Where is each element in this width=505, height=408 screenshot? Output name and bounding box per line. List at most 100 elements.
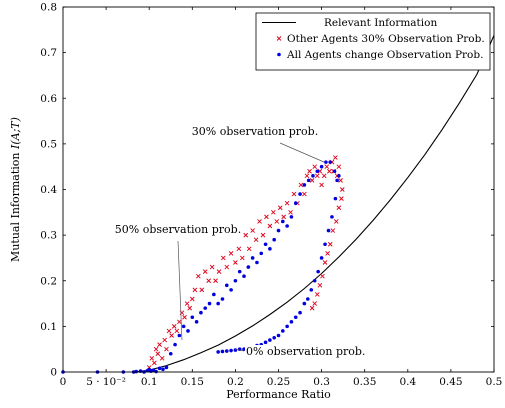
all-agents-point-40 bbox=[276, 228, 281, 233]
legend: Relevant Information Other Agents 30% Obs… bbox=[255, 12, 491, 71]
all-agents-point-19 bbox=[186, 329, 190, 333]
other-agents-point-23 bbox=[206, 278, 211, 284]
annotation-label-1: 50% observation prob. bbox=[115, 223, 241, 236]
other-agents-point-47 bbox=[291, 191, 297, 197]
other-agents-point-42 bbox=[274, 219, 280, 224]
all-agents-point-51 bbox=[324, 160, 328, 164]
all-agents-point-85 bbox=[216, 350, 220, 354]
x-tick-label-4: 0.2 bbox=[227, 376, 244, 388]
all-agents-point-26 bbox=[216, 301, 220, 306]
other-agents-point-12 bbox=[174, 328, 180, 334]
all-agents-point-17 bbox=[177, 333, 182, 338]
other-agents-point-44 bbox=[281, 214, 286, 220]
other-agents-point-24 bbox=[209, 264, 215, 270]
all-agents-point-13 bbox=[161, 367, 165, 372]
all-agents-point-25 bbox=[212, 292, 216, 297]
other-agents-point-1 bbox=[149, 355, 155, 361]
all-agents-point-43 bbox=[289, 215, 294, 219]
relevant-information-line bbox=[134, 35, 495, 373]
all-agents-point-67 bbox=[293, 315, 298, 320]
x-tick-label-10: 0.5 bbox=[486, 376, 503, 388]
other-agents-point-28 bbox=[224, 264, 230, 270]
all-agents-point-52 bbox=[328, 160, 333, 164]
other-agents-point-18 bbox=[189, 296, 195, 302]
other-agents-point-60 bbox=[327, 168, 332, 174]
all-agents-point-60 bbox=[319, 256, 324, 260]
y-tick-label-8: 0.8 bbox=[40, 2, 57, 14]
all-agents-point-24 bbox=[207, 301, 212, 306]
all-agents-point-79 bbox=[242, 347, 246, 351]
x-tick-label-7: 0.35 bbox=[353, 376, 376, 388]
x-tick-label-1: 5 · 10⁻² bbox=[86, 376, 126, 388]
legend-label-2: All Agents change Observation Prob. bbox=[286, 49, 483, 61]
all-agents-point-30 bbox=[233, 278, 238, 283]
all-agents-point-73 bbox=[268, 338, 272, 342]
all-agents-point-47 bbox=[306, 178, 311, 183]
all-agents-point-22 bbox=[199, 310, 203, 315]
other-agents-point-32 bbox=[239, 255, 245, 261]
x-tick-label-5: 0.25 bbox=[267, 376, 290, 388]
all-agents-point-27 bbox=[220, 297, 225, 301]
all-agents-point-71 bbox=[276, 333, 281, 338]
all-agents-point-68 bbox=[289, 320, 294, 324]
all-agents-point-42 bbox=[285, 224, 289, 228]
other-agents-point-65 bbox=[336, 164, 342, 170]
other-agents-point-79 bbox=[309, 305, 315, 311]
other-agents-point-13 bbox=[177, 319, 182, 325]
other-agents-point-8 bbox=[164, 346, 169, 352]
all-agents-point-72 bbox=[272, 335, 276, 340]
all-agents-point-58 bbox=[326, 228, 331, 233]
all-agents-point-20 bbox=[190, 315, 195, 320]
all-agents-point-14 bbox=[164, 365, 169, 370]
other-agents-point-50 bbox=[302, 191, 307, 197]
other-agents-point-34 bbox=[246, 246, 252, 252]
annotation-pointer-0 bbox=[279, 142, 325, 163]
x-tick-label-2: 0.1 bbox=[141, 376, 158, 388]
other-agents-point-17 bbox=[187, 305, 193, 311]
other-agents-point-25 bbox=[213, 278, 218, 284]
x-tick-label-6: 0.3 bbox=[313, 376, 330, 388]
all-agents-point-34 bbox=[250, 256, 255, 260]
all-agents-point-11 bbox=[154, 369, 158, 374]
other-agents-point-57 bbox=[319, 182, 324, 188]
y-tick-label-2: 0.2 bbox=[40, 275, 57, 287]
all-agents-point-57 bbox=[330, 215, 334, 219]
all-agents-point-33 bbox=[246, 265, 251, 269]
all-agents-point-59 bbox=[323, 242, 327, 247]
other-agents-point-46 bbox=[288, 209, 293, 215]
other-agents-point-19 bbox=[192, 287, 198, 293]
x-tick-label-0: 0 bbox=[60, 376, 67, 388]
other-agents-point-54 bbox=[312, 164, 318, 170]
all-agents-point-82 bbox=[229, 348, 233, 353]
y-tick-label-3: 0.3 bbox=[40, 230, 57, 242]
all-agents-point-69 bbox=[285, 324, 289, 329]
other-agents-point-5 bbox=[157, 342, 162, 347]
annotation-backdrop-2 bbox=[245, 345, 367, 358]
other-agents-point-56 bbox=[317, 168, 323, 174]
other-agents-point-27 bbox=[221, 255, 226, 261]
other-agents-point-39 bbox=[264, 214, 269, 220]
other-agents-point-59 bbox=[324, 164, 330, 170]
other-agents-point-74 bbox=[322, 260, 328, 265]
other-agents-point-51 bbox=[304, 173, 310, 179]
other-agents-point-3 bbox=[153, 346, 159, 352]
all-agents-point-21 bbox=[194, 320, 199, 324]
other-agents-point-68 bbox=[339, 196, 344, 201]
other-agents-marker-layer bbox=[146, 155, 345, 370]
other-agents-point-22 bbox=[202, 269, 208, 274]
other-agents-point-71 bbox=[330, 228, 336, 233]
all-agents-point-44 bbox=[293, 201, 298, 205]
other-agents-point-38 bbox=[260, 232, 266, 238]
y-tick-label-6: 0.6 bbox=[40, 93, 57, 105]
other-agents-point-7 bbox=[162, 337, 168, 343]
y-tick-label-7: 0.7 bbox=[40, 47, 57, 59]
annotation-pointer-2 bbox=[235, 348, 245, 352]
all-agents-point-81 bbox=[233, 348, 238, 352]
other-agents-point-16 bbox=[184, 301, 190, 306]
other-agents-point-69 bbox=[336, 205, 342, 211]
x-axis-label: Performance Ratio bbox=[226, 388, 331, 401]
other-agents-point-41 bbox=[271, 209, 276, 215]
annotation-label-0: 30% observation prob. bbox=[192, 125, 318, 138]
other-agents-point-75 bbox=[320, 273, 325, 279]
